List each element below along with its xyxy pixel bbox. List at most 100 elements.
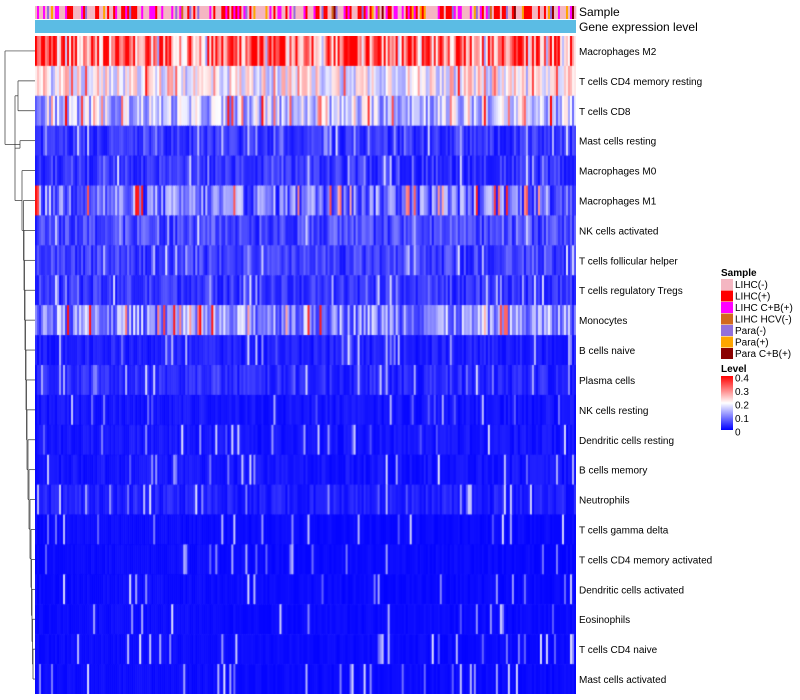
sample-annotation-cell xyxy=(325,6,328,19)
sample-annotation-cell xyxy=(203,6,206,19)
sample-annotation-cell xyxy=(475,6,479,19)
legend-label: LIHC(-) xyxy=(735,280,768,291)
sample-annotation-cell xyxy=(449,6,453,19)
sample-annotation-cell xyxy=(257,6,260,19)
sample-annotation-cell xyxy=(445,6,449,19)
sample-annotation-cell xyxy=(357,6,360,19)
sample-annotation-cell xyxy=(321,6,324,19)
legend-sample-title: Sample xyxy=(721,268,757,279)
legend-level-tick: 0.1 xyxy=(735,414,749,425)
sample-annotation-cell xyxy=(407,6,410,19)
sample-annotation-cell xyxy=(253,6,256,19)
sample-annotation-cell xyxy=(399,6,402,19)
sample-annotation-cell xyxy=(273,6,276,19)
sample-annotation-cell xyxy=(35,6,38,19)
sample-annotation-cell xyxy=(369,6,372,19)
sample-annotation-cell xyxy=(57,6,60,19)
sample-annotation-cell xyxy=(385,6,388,19)
sample-annotation-cell xyxy=(489,6,493,19)
sample-annotation-cell xyxy=(519,6,523,19)
sample-annotation-cell xyxy=(237,6,240,19)
sample-annotation-cell xyxy=(459,6,463,19)
legend-swatch xyxy=(721,325,733,336)
sample-annotation-cell xyxy=(373,6,376,19)
sample-annotation-cell xyxy=(529,6,533,19)
sample-annotation-cell xyxy=(137,6,140,19)
sample-annotation-cell xyxy=(443,6,447,19)
sample-annotation-cell xyxy=(387,6,390,19)
sample-annotation-cell xyxy=(447,6,451,19)
sample-annotation-cell xyxy=(461,6,465,19)
sample-annotation-cell xyxy=(185,6,188,19)
sample-annotation-cell xyxy=(353,6,356,19)
sample-annotation-cell xyxy=(199,6,202,19)
sample-annotation-cell xyxy=(243,6,246,19)
sample-annotation-cell xyxy=(555,6,559,19)
row-label: Eosinophils xyxy=(579,615,630,626)
sample-annotation-cell xyxy=(145,6,148,19)
sample-annotation-cell xyxy=(285,6,288,19)
sample-annotation-cell xyxy=(183,6,186,19)
sample-annotation-cell xyxy=(395,6,398,19)
sample-annotation-cell xyxy=(391,6,394,19)
sample-annotation-cell xyxy=(153,6,156,19)
sample-annotation-cell xyxy=(51,6,54,19)
sample-annotation-cell xyxy=(229,6,232,19)
row-label: T cells CD4 memory activated xyxy=(579,555,712,566)
sample-annotation-cell xyxy=(55,6,58,19)
sample-annotation-cell xyxy=(423,6,427,19)
sample-annotation-cell xyxy=(195,6,198,19)
sample-annotation-cell xyxy=(411,6,414,19)
sample-annotation-cell xyxy=(209,6,212,19)
sample-annotation-cell xyxy=(71,6,74,19)
sample-annotation-cell xyxy=(259,6,262,19)
row-label: Macrophages M1 xyxy=(579,197,657,208)
sample-annotation-cell xyxy=(561,6,565,19)
sample-annotation-cell xyxy=(73,6,76,19)
sample-annotation-cell xyxy=(261,6,264,19)
legend-swatch xyxy=(721,290,733,302)
sample-annotation-cell xyxy=(355,6,358,19)
sample-annotation-cell xyxy=(235,6,238,19)
sample-annotation-cell xyxy=(251,6,254,19)
sample-annotation-cell xyxy=(487,6,491,19)
sample-annotation-cell xyxy=(255,6,258,19)
sample-annotation-cell xyxy=(135,6,138,19)
sample-annotation-cell xyxy=(249,6,252,19)
sample-annotation-cell xyxy=(211,6,214,19)
sample-annotation-cell xyxy=(75,6,78,19)
sample-annotation-cell xyxy=(191,6,194,19)
sample-annotation-cell xyxy=(63,6,66,19)
row-label: T cells CD4 naive xyxy=(579,645,658,656)
sample-annotation-cell xyxy=(295,6,298,19)
sample-annotation-cell xyxy=(521,6,525,19)
sample-annotation-cell xyxy=(61,6,64,19)
sample-annotation-cell xyxy=(47,6,50,19)
sample-annotation-cell xyxy=(371,6,374,19)
sample-annotation-cell xyxy=(157,6,160,19)
sample-annotation-cell xyxy=(299,6,302,19)
sample-annotation-cell xyxy=(65,6,68,19)
sample-annotation-cell xyxy=(77,6,80,19)
sample-annotation-cell xyxy=(465,6,469,19)
sample-annotation-cell xyxy=(215,6,218,19)
sample-annotation-cell xyxy=(179,6,182,19)
sample-annotation-cell xyxy=(335,6,338,19)
sample-annotation-cell xyxy=(91,6,94,19)
sample-annotation-cell xyxy=(161,6,164,19)
sample-annotation-cell xyxy=(501,6,505,19)
sample-annotation-cell xyxy=(217,6,220,19)
sample-annotation-cell xyxy=(291,6,294,19)
sample-annotation-cell xyxy=(79,6,82,19)
sample-annotation-cell xyxy=(541,6,545,19)
sample-annotation-cell xyxy=(433,6,437,19)
sample-annotation-cell xyxy=(499,6,503,19)
sample-annotation-cell xyxy=(281,6,284,19)
sample-annotation-cell xyxy=(93,6,96,19)
sample-annotation-cell xyxy=(571,6,575,19)
sample-annotation-cell xyxy=(533,6,537,19)
row-label: Dendritic cells resting xyxy=(579,436,674,447)
sample-annotation-cell xyxy=(131,6,134,19)
legend-label: LIHC C+B(+) xyxy=(735,303,793,314)
sample-annotation-cell xyxy=(495,6,499,19)
